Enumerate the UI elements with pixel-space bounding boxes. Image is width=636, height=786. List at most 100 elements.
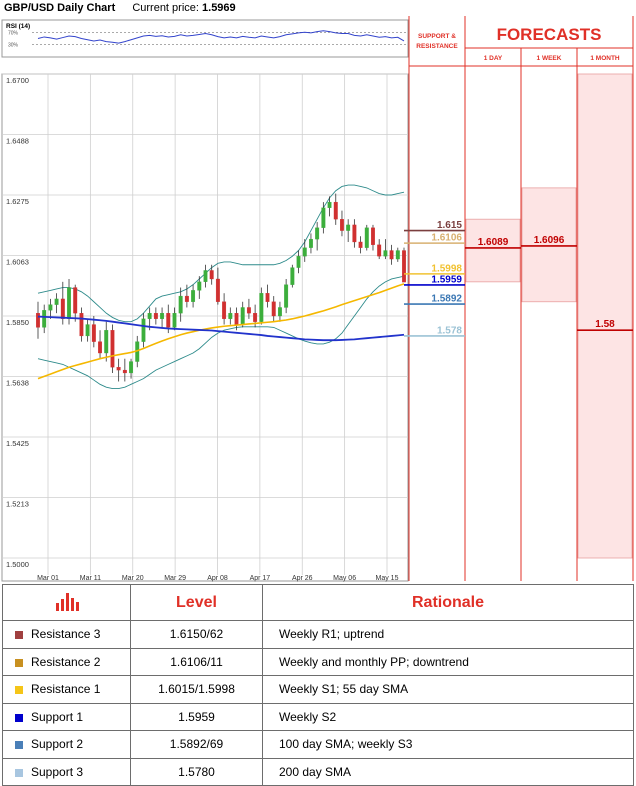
level-rationale: Weekly S2 bbox=[262, 702, 634, 731]
candle-body bbox=[308, 238, 313, 248]
x-tick-label: Apr 26 bbox=[292, 575, 313, 582]
candle-body bbox=[166, 313, 171, 328]
level-value: 1.6150/62 bbox=[130, 620, 263, 649]
candle-body bbox=[147, 313, 152, 319]
rsi-line bbox=[37, 30, 405, 44]
levels-table: Level Rationale Resistance 3 1.6150/62 Wee… bbox=[2, 584, 634, 786]
forecast-col-1month: 1 MONTH bbox=[590, 55, 620, 62]
candle-body bbox=[79, 313, 84, 337]
y-tick-label: 1.6700 bbox=[6, 76, 29, 85]
candle-body bbox=[340, 219, 344, 231]
candle-body bbox=[395, 250, 400, 260]
table-header-level: Level bbox=[130, 584, 263, 621]
chart-header: GBP/USD Daily Chart Current price: 1.596… bbox=[4, 2, 236, 14]
candle-body bbox=[352, 224, 357, 243]
sma-55-line bbox=[37, 283, 405, 380]
candle-body bbox=[73, 287, 78, 314]
sr-level-label: 1.578 bbox=[437, 325, 462, 336]
candle-body bbox=[246, 307, 251, 314]
candle-body bbox=[54, 298, 59, 305]
x-tick-label: May 15 bbox=[376, 575, 399, 582]
candle-body bbox=[259, 293, 264, 322]
level-rationale: Weekly S1; 55 day SMA bbox=[262, 675, 634, 704]
candle-body bbox=[327, 201, 332, 208]
rsi-panel-frame bbox=[1, 19, 409, 58]
candle-body bbox=[85, 324, 90, 337]
x-tick-label: May 06 bbox=[333, 575, 356, 582]
forecast-value-label: 1.6089 bbox=[478, 237, 509, 248]
y-tick-label: 1.6488 bbox=[6, 137, 29, 146]
table-body: Resistance 3 1.6150/62 Weekly R1; uptrend R… bbox=[2, 620, 634, 786]
candle-body bbox=[383, 250, 388, 257]
candle-body bbox=[402, 250, 406, 283]
table-row: Support 2 1.5892/69 100 day SMA; weekly S3 bbox=[2, 730, 634, 759]
rsi-level-label-low: 30% bbox=[8, 43, 19, 49]
bollinger-upper-line bbox=[37, 184, 405, 323]
forecast-band bbox=[521, 187, 577, 303]
x-tick-label: Apr 08 bbox=[207, 575, 228, 582]
candle-body bbox=[104, 330, 109, 354]
x-tick-label: Apr 17 bbox=[250, 575, 271, 582]
y-tick-label: 1.5213 bbox=[6, 500, 29, 509]
level-name-cell: Resistance 1 bbox=[2, 675, 131, 704]
candle-body bbox=[302, 247, 307, 257]
candle-body bbox=[191, 290, 196, 302]
support-resistance-header: SUPPORT & bbox=[418, 33, 456, 40]
candle-body bbox=[178, 295, 183, 314]
forecast-band bbox=[577, 73, 633, 559]
plot-frame bbox=[1, 73, 409, 582]
level-name: Resistance 3 bbox=[31, 627, 101, 642]
level-name-cell: Support 3 bbox=[2, 757, 131, 786]
candle-body bbox=[160, 313, 165, 319]
forecast-band bbox=[465, 218, 521, 283]
candle-body bbox=[172, 313, 177, 328]
level-rationale: 100 day SMA; weekly S3 bbox=[262, 730, 634, 759]
level-color-swatch bbox=[15, 686, 23, 695]
level-name: Resistance 2 bbox=[31, 654, 101, 669]
table-row: Support 1 1.5959 Weekly S2 bbox=[2, 702, 634, 731]
forecast-value-label: 1.6096 bbox=[534, 235, 565, 246]
level-color-swatch bbox=[15, 768, 23, 777]
table-row: Resistance 1 1.6015/1.5998 Weekly S1; 55 d… bbox=[2, 675, 634, 704]
level-name: Support 2 bbox=[31, 737, 84, 752]
candle-body bbox=[129, 361, 134, 374]
level-name-cell: Resistance 3 bbox=[2, 620, 131, 649]
level-color-swatch bbox=[15, 631, 23, 640]
candle-body bbox=[371, 227, 375, 245]
candle-body bbox=[67, 287, 71, 319]
candle-body bbox=[122, 369, 127, 374]
level-name: Support 3 bbox=[31, 764, 84, 779]
candle-body bbox=[253, 313, 258, 322]
candle-body bbox=[215, 278, 220, 302]
price-value: 1.5969 bbox=[202, 2, 236, 14]
candle-body bbox=[228, 313, 233, 319]
table-row: Resistance 3 1.6150/62 Weekly R1; uptrend bbox=[2, 620, 634, 649]
level-color-swatch bbox=[15, 741, 23, 750]
candle-body bbox=[42, 310, 47, 328]
candle-body bbox=[265, 293, 270, 302]
level-color-swatch bbox=[15, 713, 23, 722]
candle-body bbox=[346, 224, 351, 231]
x-tick-label: Mar 11 bbox=[80, 575, 101, 582]
level-value: 1.6015/1.5998 bbox=[130, 675, 263, 704]
sma-200-line bbox=[37, 315, 405, 342]
candle-body bbox=[197, 281, 202, 291]
sr-level-label: 1.6106 bbox=[431, 233, 462, 244]
sr-level-label: 1.5892 bbox=[431, 294, 462, 305]
candle-body bbox=[36, 313, 40, 328]
candle-body bbox=[48, 304, 53, 311]
forecast-col-1week: 1 WEEK bbox=[537, 55, 562, 62]
level-name: Support 1 bbox=[31, 709, 84, 724]
chart-title: GBP/USD Daily Chart bbox=[4, 2, 116, 14]
candle-body bbox=[203, 270, 208, 282]
level-value: 1.5959 bbox=[130, 702, 263, 731]
level-value: 1.5780 bbox=[130, 757, 263, 786]
candle-body bbox=[321, 207, 326, 228]
table-header-row: Level Rationale bbox=[2, 584, 634, 621]
level-rationale: Weekly and monthly PP; downtrend bbox=[262, 647, 634, 676]
y-tick-label: 1.6063 bbox=[6, 258, 29, 267]
level-name-cell: Support 2 bbox=[2, 730, 131, 759]
price-label: Current price: bbox=[132, 2, 199, 14]
candle-body bbox=[315, 227, 320, 240]
candle-body bbox=[110, 330, 115, 368]
